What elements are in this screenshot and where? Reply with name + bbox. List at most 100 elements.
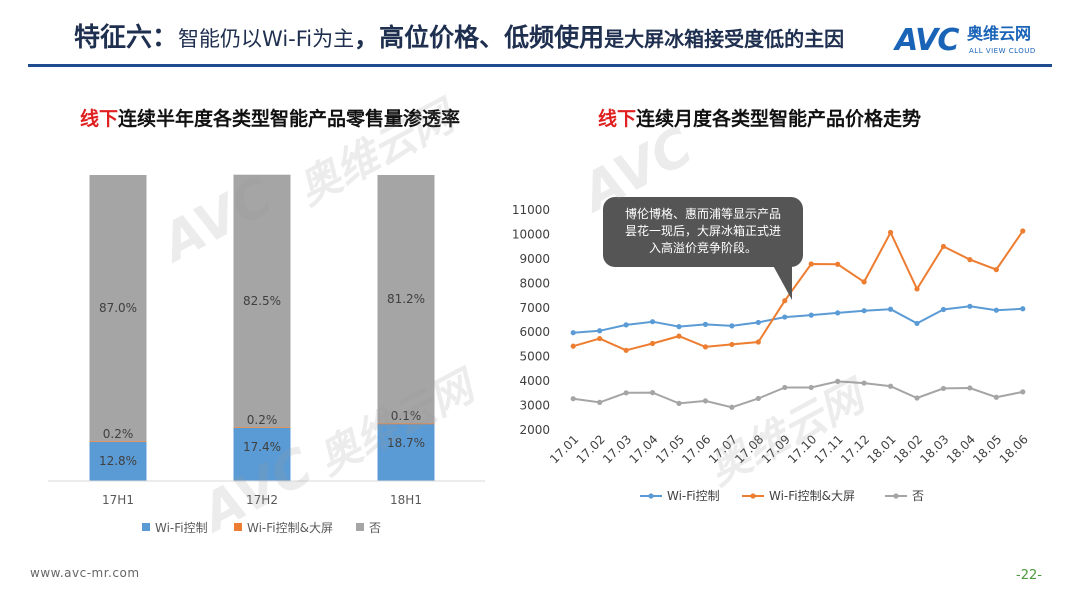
line-data-point <box>597 399 603 405</box>
line-x-tick-label: 17.07 <box>706 432 740 466</box>
line-x-tick-label: 17.01 <box>547 432 581 466</box>
line-x-tick-label: 17.06 <box>679 432 713 466</box>
line-data-point <box>702 344 709 350</box>
line-y-tick-label: 8000 <box>519 276 550 290</box>
line-data-point <box>782 314 788 320</box>
line-x-tick-label: 18.05 <box>970 432 1004 466</box>
line-data-point <box>967 385 973 391</box>
bar-legend-swatch <box>234 523 242 531</box>
bar-segment <box>233 427 291 481</box>
logo-brand-cn: 奥维云网 <box>967 24 1032 43</box>
page-number: -22- <box>1016 568 1042 583</box>
line-data-point <box>1020 389 1026 395</box>
bar-legend-swatch <box>356 523 364 531</box>
title-low-acceptance: 是大屏冰箱接受度低的主因 <box>604 27 845 51</box>
bar-label-wifi-big: 0.1% <box>391 409 422 423</box>
title-price-frequency: ，高位价格、低频使用 <box>354 23 605 52</box>
line-data-point <box>729 323 735 329</box>
line-data-point <box>623 347 629 353</box>
logo-mark: AVC <box>895 23 959 58</box>
bar-category-label: 18H1 <box>390 493 422 507</box>
line-x-tick-label: 17.03 <box>600 432 634 466</box>
line-data-point <box>940 243 947 250</box>
bar-label-wifi-big: 0.2% <box>247 413 278 427</box>
bar-legend-label: 否 <box>369 521 381 535</box>
line-series-path <box>572 230 1024 352</box>
title-wifi-main: 智能仍以Wi-Fi为主 <box>178 27 355 51</box>
line-x-tick-label: 18.03 <box>917 432 951 466</box>
line-data-point <box>940 385 947 392</box>
line-data-point <box>676 333 682 339</box>
line-y-tick-label: 7000 <box>519 301 550 315</box>
bar-segment <box>377 423 435 425</box>
line-data-point <box>782 384 788 391</box>
line-series-path <box>573 380 1023 409</box>
line-data-point <box>702 321 709 327</box>
line-data-point <box>570 343 576 349</box>
bar-segment <box>89 441 147 443</box>
line-data-point <box>835 310 841 316</box>
line-data-point <box>993 307 999 313</box>
line-data-point <box>755 339 761 345</box>
callout-pointer <box>770 260 792 300</box>
line-data-point <box>676 400 682 406</box>
line-x-tick-label: 17.08 <box>732 432 766 466</box>
line-y-tick-label: 10000 <box>512 227 550 241</box>
logo-brand-en: ALL VIEW CLOUD <box>969 47 1036 55</box>
callout-line-3: 入高溢价竞争阶段。 <box>648 241 757 255</box>
line-data-point <box>887 229 894 236</box>
slide-title: 特征六：智能仍以Wi-Fi为主，高位价格、低频使用是大屏冰箱接受度低的主因 <box>74 18 924 58</box>
line-y-tick-label: 4000 <box>519 374 550 388</box>
line-y-tick-label: 3000 <box>519 399 550 413</box>
right-chart-title: 线下连续月度各类型智能产品价格走势 <box>598 104 921 134</box>
line-data-point <box>808 261 814 267</box>
line-data-point <box>755 319 761 326</box>
bar-legend-label: Wi-Fi控制 <box>155 521 208 535</box>
line-data-point <box>623 322 629 328</box>
price-callout: 博伦博格、惠而浦等显示产品 昙花一现后，大屏冰箱正式进 入高溢价竞争阶段。 <box>603 197 803 267</box>
line-x-tick-label: 17.12 <box>838 432 872 466</box>
line-x-tick-label: 17.04 <box>626 432 660 466</box>
line-data-point <box>993 267 999 273</box>
bar-label-none: 81.2% <box>387 292 425 306</box>
line-x-tick-label: 18.06 <box>997 432 1031 466</box>
line-x-tick-label: 17.02 <box>574 432 608 466</box>
bar-segment <box>233 174 291 428</box>
bar-label-wifi: 18.7% <box>387 436 425 450</box>
bar-segment <box>377 423 435 481</box>
avc-logo: AVC 奥维云网 ALL VIEW CLOUD <box>895 22 1055 62</box>
bar-category-label: 17H1 <box>102 493 134 507</box>
line-data-point <box>676 324 682 330</box>
line-legend-marker <box>893 493 899 499</box>
line-data-point <box>861 380 867 386</box>
line-legend-marker <box>750 493 756 499</box>
right-chart-title-highlight: 线下 <box>598 108 637 130</box>
line-data-point <box>808 384 814 391</box>
line-data-point <box>782 298 788 304</box>
line-data-point <box>967 257 973 263</box>
penetration-bar-chart: 12.8% 0.2% 87.0% 17H1 17.4% 0.2% 82.5% 17H2 18.7… <box>48 174 485 535</box>
line-data-point <box>940 306 947 313</box>
line-data-point <box>649 319 656 325</box>
line-legend-label: 否 <box>912 489 924 503</box>
left-chart-title: 线下连续半年度各类型智能产品零售量渗透率 <box>80 104 460 134</box>
bar-segment <box>89 175 147 442</box>
title-divider <box>28 64 1052 67</box>
line-data-point <box>729 341 735 348</box>
bar-label-wifi: 17.4% <box>243 440 281 454</box>
line-data-point <box>570 330 576 336</box>
right-chart-title-text: 连续月度各类型智能产品价格走势 <box>636 108 922 130</box>
line-data-point <box>755 395 761 402</box>
line-data-point <box>887 383 894 389</box>
title-feature-label: 特征六 <box>74 23 153 53</box>
footer-url: www.avc-mr.com <box>30 566 140 580</box>
bar-segment <box>233 427 291 428</box>
line-y-tick-label: 9000 <box>519 252 550 266</box>
left-chart-title-highlight: 线下 <box>80 108 119 130</box>
line-data-point <box>623 390 629 396</box>
line-data-point <box>914 320 920 327</box>
line-data-point <box>967 303 973 309</box>
line-data-point <box>649 340 656 347</box>
bar-category-label: 17H2 <box>246 493 278 507</box>
callout-line-2: 昙花一现后，大屏冰箱正式进 <box>624 224 781 238</box>
